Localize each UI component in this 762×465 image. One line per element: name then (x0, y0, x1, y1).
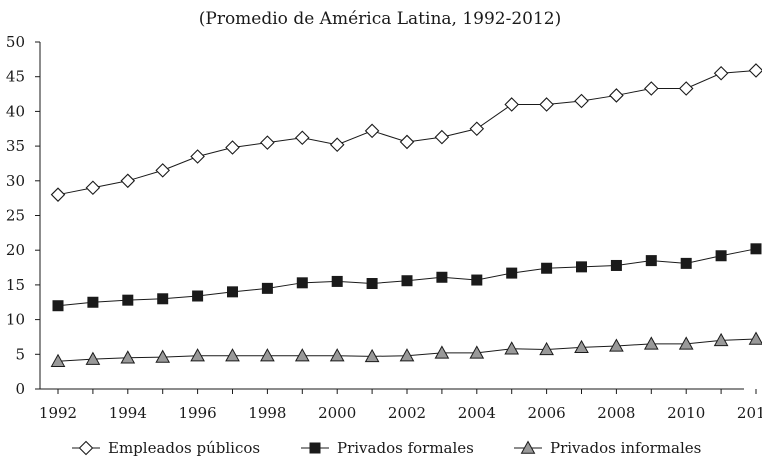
x-tick-label: 2000 (318, 404, 356, 422)
data-point (155, 163, 170, 178)
data-point (260, 348, 275, 362)
y-tick-label: 50 (6, 33, 25, 51)
y-tick-label: 25 (6, 207, 25, 225)
legend-label: Privados informales (550, 439, 701, 457)
data-point (50, 353, 66, 367)
data-point (190, 149, 205, 164)
data-point (261, 282, 273, 294)
legend: Empleados públicos Privados formales Priva… (72, 439, 701, 457)
data-point (609, 88, 624, 103)
legend-marker (78, 440, 94, 456)
data-point (610, 259, 622, 271)
data-point (715, 250, 727, 262)
series-layer (50, 63, 762, 367)
data-point (225, 140, 240, 155)
x-tick-label: 2004 (458, 404, 496, 422)
data-point (50, 187, 66, 202)
data-point (120, 350, 136, 364)
x-tick-label: 2002 (388, 404, 426, 422)
data-point (504, 97, 519, 112)
axes: 0 5 10 15 20 25 30 35 40 45 50 1992 1994 1996 1998 2000… (6, 33, 762, 422)
data-point (401, 275, 413, 287)
data-point (155, 349, 171, 363)
y-tick-label: 40 (6, 102, 25, 120)
data-point (541, 262, 553, 274)
x-tick-label: 1996 (179, 404, 217, 422)
data-point (295, 130, 310, 146)
data-point (748, 63, 762, 78)
data-point (678, 81, 694, 96)
data-point (574, 339, 589, 354)
data-point (469, 121, 485, 137)
data-point (260, 135, 275, 150)
data-point (364, 123, 380, 139)
data-point (645, 255, 657, 267)
data-point (539, 97, 554, 112)
data-point (225, 348, 240, 362)
data-point (750, 243, 762, 255)
data-point (539, 341, 554, 356)
y-tick-label: 45 (6, 68, 25, 86)
data-point (331, 275, 343, 287)
data-point (504, 341, 520, 355)
x-tick-label: 2006 (528, 404, 566, 422)
data-point (506, 267, 518, 279)
data-point (434, 345, 450, 359)
data-point (436, 271, 448, 283)
data-point (364, 348, 380, 363)
data-point (120, 173, 136, 189)
data-point (678, 336, 694, 350)
series-triangle (50, 331, 762, 367)
y-tick-label: 15 (6, 276, 25, 294)
series-square (52, 243, 762, 312)
data-point (52, 300, 64, 312)
data-point (85, 351, 101, 365)
data-point (85, 180, 101, 196)
chart-title: (Promedio de América Latina, 1992-2012) (199, 9, 562, 29)
data-point (329, 137, 345, 152)
data-point (644, 81, 659, 96)
data-point (434, 129, 450, 145)
x-tick-label: 1994 (109, 404, 147, 422)
x-tick-label: 1992 (39, 404, 77, 422)
data-point (643, 336, 659, 350)
data-point (190, 348, 205, 362)
x-tick-label: 2012 (737, 404, 762, 422)
data-point (227, 286, 238, 298)
data-point (748, 331, 762, 345)
y-tick-label: 20 (6, 241, 25, 259)
data-point (192, 290, 204, 302)
legend-label: Empleados públicos (108, 439, 260, 457)
x-tick-label: 2010 (667, 404, 705, 422)
y-tick-label: 30 (6, 172, 25, 190)
data-point (713, 65, 729, 81)
data-point (471, 274, 483, 286)
x-tick-label: 2008 (597, 404, 635, 422)
data-point (609, 338, 624, 352)
x-tick-label: 1998 (248, 404, 286, 422)
y-tick-label: 5 (15, 345, 25, 363)
legend-marker (520, 440, 536, 454)
y-tick-label: 35 (6, 137, 25, 155)
data-point (469, 345, 485, 359)
data-point (157, 293, 169, 305)
data-point (576, 261, 587, 273)
data-point (680, 257, 692, 269)
legend-label: Privados formales (337, 439, 474, 457)
data-point (87, 296, 99, 308)
data-point (399, 348, 415, 362)
y-tick-label: 0 (15, 380, 25, 398)
data-point (574, 93, 589, 109)
y-tick-label: 10 (6, 311, 25, 329)
legend-marker (309, 442, 321, 454)
series-diamond (50, 63, 762, 202)
data-point (713, 332, 729, 347)
data-point (399, 134, 415, 150)
data-point (296, 277, 308, 289)
data-point (122, 294, 134, 306)
data-point (366, 278, 378, 290)
data-point (294, 348, 310, 362)
data-point (329, 348, 345, 362)
